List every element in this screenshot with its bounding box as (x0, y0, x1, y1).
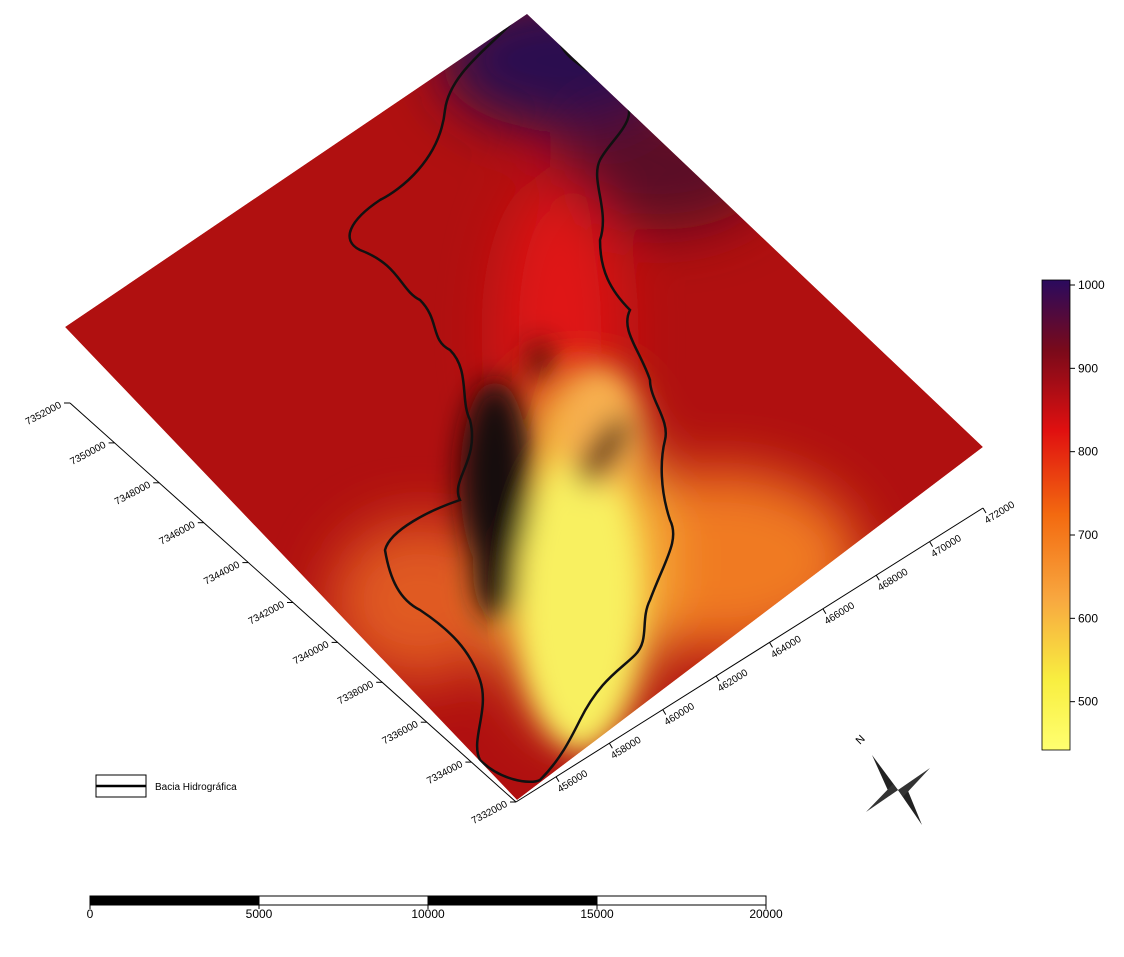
scale-label: 20000 (749, 907, 783, 921)
x-tick-label: 462000 (716, 667, 750, 694)
colorbar-tick-label: 500 (1078, 695, 1098, 709)
x-tick (823, 609, 826, 614)
x-tick (930, 542, 933, 547)
y-tick-label: 7348000 (113, 480, 153, 508)
y-tick-label: 7334000 (425, 759, 465, 787)
y-tick-label: 7346000 (158, 519, 198, 547)
x-tick-label: 460000 (663, 701, 697, 728)
y-tick-label: 7350000 (68, 440, 108, 468)
y-tick-label: 7340000 (291, 639, 331, 667)
x-tick (716, 676, 719, 681)
y-tick-label: 7344000 (202, 559, 242, 587)
scale-segment (428, 896, 597, 905)
scale-segment (90, 896, 259, 905)
scale-segment (259, 896, 428, 905)
x-tick-label: 468000 (876, 567, 910, 594)
colorbar-tick-label: 900 (1078, 361, 1098, 375)
x-tick (770, 642, 773, 647)
map-figure: 7352000735000073480007346000734400073420… (0, 0, 1124, 952)
y-tick-label: 7336000 (381, 719, 421, 747)
y-tick-label: 7342000 (247, 599, 287, 627)
x-tick (983, 508, 986, 513)
legend-label: Bacia Hidrográfica (155, 782, 237, 793)
y-tick-label: 7352000 (24, 400, 64, 428)
x-tick-label: 472000 (983, 499, 1017, 526)
legend: Bacia Hidrográfica (96, 775, 237, 797)
terrain-surface (65, 0, 983, 800)
x-tick (556, 777, 559, 782)
north-label: N (854, 733, 868, 747)
scale-label: 5000 (246, 907, 273, 921)
scale-label: 10000 (411, 907, 445, 921)
scale-label: 0 (87, 907, 94, 921)
x-tick (663, 710, 666, 715)
colorbar-tick-label: 800 (1078, 445, 1098, 459)
colorbar-tick-label: 700 (1078, 528, 1098, 542)
x-tick-label: 456000 (556, 768, 590, 795)
colorbar-tick-label: 1000 (1078, 278, 1105, 292)
colorbar-tick-label: 600 (1078, 611, 1098, 625)
x-tick-label: 464000 (769, 634, 803, 661)
scale-label: 15000 (580, 907, 614, 921)
colorbar-ramp (1042, 280, 1070, 750)
x-tick (876, 575, 879, 580)
x-tick-label: 458000 (609, 735, 643, 762)
x-tick (609, 743, 612, 748)
y-tick-label: 7338000 (336, 679, 376, 707)
scale-bar: 0 5000 10000 15000 20000 (87, 896, 783, 921)
x-tick-label: 466000 (823, 600, 857, 627)
y-tick-label: 7332000 (470, 799, 510, 827)
scale-segment (597, 896, 766, 905)
colorbar: 1000 900 800 700 600 500 (1042, 278, 1105, 750)
north-arrow: N (854, 733, 930, 825)
x-tick-label: 470000 (929, 533, 963, 560)
